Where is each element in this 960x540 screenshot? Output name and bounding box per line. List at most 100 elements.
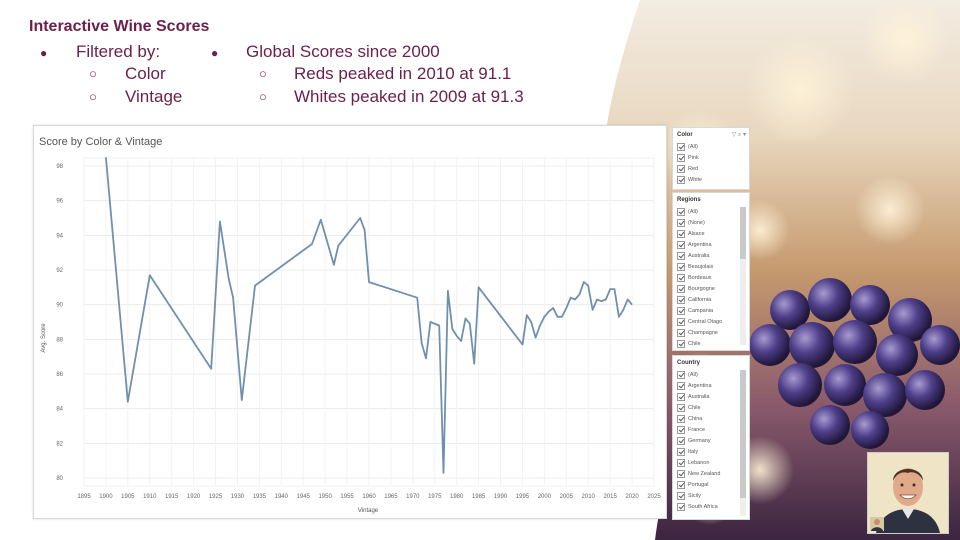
data-point[interactable] [543,315,546,318]
data-point[interactable] [337,244,340,247]
data-point[interactable] [626,298,629,301]
data-point[interactable] [538,324,541,327]
data-point[interactable] [210,367,213,370]
regions-filter-option[interactable]: Chile [677,339,701,349]
data-point[interactable] [587,284,590,287]
data-point[interactable] [148,274,151,277]
checkbox-icon[interactable] [677,263,685,271]
data-point[interactable] [565,307,568,310]
regions-scrollbar[interactable] [740,207,746,345]
checkbox-icon[interactable] [677,176,685,184]
data-point[interactable] [446,289,449,292]
data-point[interactable] [218,220,221,223]
data-point[interactable] [464,317,467,320]
data-point[interactable] [429,320,432,323]
checkbox-icon[interactable] [677,481,685,489]
data-point[interactable] [424,357,427,360]
data-point[interactable] [459,339,462,342]
data-point[interactable] [560,315,563,318]
checkbox-icon[interactable] [677,208,685,216]
data-point[interactable] [468,322,471,325]
checkbox-icon[interactable] [677,318,685,326]
line-chart[interactable]: 80 82 84 86 88 90 92 94 96 98 1895 1900 1905 1910 1915… [34,126,666,518]
data-point[interactable] [600,300,603,303]
checkbox-icon[interactable] [677,470,685,478]
data-point[interactable] [319,218,322,221]
color-filter-option[interactable]: Pink [677,153,699,163]
checkbox-icon[interactable] [677,382,685,390]
regions-filter-option[interactable]: Alsace [677,229,705,239]
data-point[interactable] [534,336,537,339]
regions-filter-option[interactable]: Beaujolais [677,262,713,272]
data-point[interactable] [521,343,524,346]
data-point[interactable] [359,216,362,219]
regions-filter-option[interactable]: (None) [677,218,705,228]
data-point[interactable] [477,286,480,289]
country-filter-option[interactable]: Lebanon [677,458,709,468]
checkbox-icon[interactable] [677,371,685,379]
data-point[interactable] [582,281,585,284]
data-point[interactable] [117,303,120,306]
data-point[interactable] [573,298,576,301]
data-point[interactable] [604,298,607,301]
checkbox-icon[interactable] [677,274,685,282]
checkbox-icon[interactable] [677,437,685,445]
country-filter-option[interactable]: New Zealand [677,469,720,479]
color-filter-option[interactable]: Red [677,164,698,174]
data-point[interactable] [525,313,528,316]
checkbox-icon[interactable] [677,415,685,423]
regions-filter-option[interactable]: Bordeaux [677,273,712,283]
data-point[interactable] [556,315,559,318]
country-filter-option[interactable]: South Africa [677,502,718,512]
country-filter-option[interactable]: Australia [677,392,709,402]
country-filter-option[interactable]: Germany [677,436,711,446]
data-point[interactable] [630,303,633,306]
country-scroll-thumb[interactable] [740,370,746,498]
country-filter-option[interactable]: China [677,414,702,424]
data-point[interactable] [240,398,243,401]
regions-filter-option[interactable]: Champagne [677,328,718,338]
data-point[interactable] [126,400,129,403]
data-point[interactable] [530,320,533,323]
data-point[interactable] [595,298,598,301]
data-point[interactable] [416,296,419,299]
regions-filter-option[interactable]: Australia [677,251,709,261]
checkbox-icon[interactable] [677,340,685,348]
checkbox-icon[interactable] [677,154,685,162]
data-point[interactable] [591,308,594,311]
data-point[interactable] [442,471,445,474]
checkbox-icon[interactable] [677,393,685,401]
checkbox-icon[interactable] [677,285,685,293]
country-filter-option[interactable]: Portugal [677,480,709,490]
series-line[interactable] [105,157,633,474]
country-filter-option[interactable]: Argentina [677,381,712,391]
regions-filter-option[interactable]: Campania [677,306,713,316]
checkbox-icon[interactable] [677,503,685,511]
data-point[interactable] [609,287,612,290]
data-point[interactable] [622,308,625,311]
data-point[interactable] [253,284,256,287]
country-filter-option[interactable]: Italy [677,447,698,457]
color-filter-option[interactable]: White [677,175,702,185]
color-filter-option[interactable]: (All) [677,142,698,152]
country-filter-option[interactable]: France [677,425,705,435]
data-point[interactable] [617,315,620,318]
checkbox-icon[interactable] [677,296,685,304]
data-point[interactable] [569,296,572,299]
checkbox-icon[interactable] [677,448,685,456]
data-point[interactable] [451,327,454,330]
data-point[interactable] [332,263,335,266]
data-point[interactable] [104,156,107,159]
filter-tools-icon[interactable]: ▽ ⌕ ▾ [731,132,746,138]
checkbox-icon[interactable] [677,426,685,434]
regions-filter-option[interactable]: (All) [677,207,698,217]
checkbox-icon[interactable] [677,404,685,412]
regions-filter-option[interactable]: Argentina [677,240,712,250]
checkbox-icon[interactable] [677,492,685,500]
data-point[interactable] [547,310,550,313]
country-filter-option[interactable]: Sicily [677,491,701,501]
checkbox-icon[interactable] [677,241,685,249]
checkbox-icon[interactable] [677,459,685,467]
country-filter-option[interactable]: Chile [677,403,701,413]
country-filter-option[interactable]: (All) [677,370,698,380]
